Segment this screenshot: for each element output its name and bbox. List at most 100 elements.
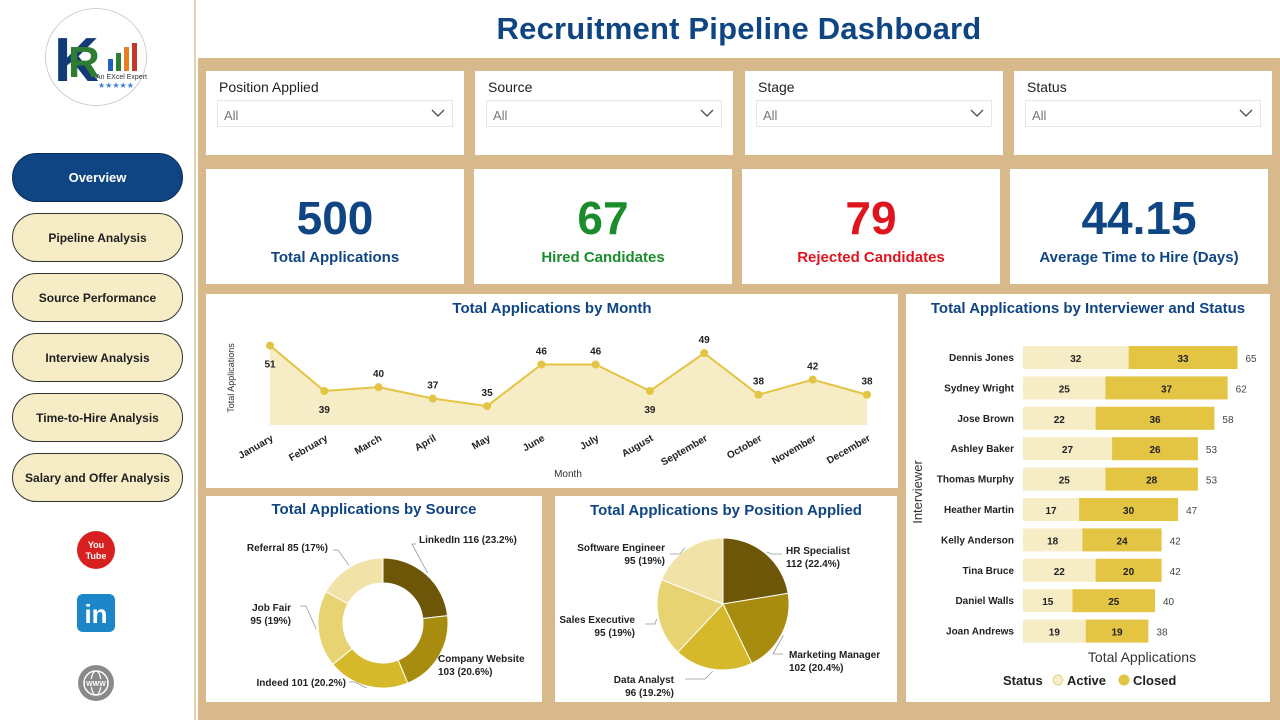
bar-total-label: 42 [1170, 536, 1182, 547]
bar-value-label: 37 [1161, 384, 1173, 395]
month-data-label: 42 [807, 362, 819, 373]
bar-value-label: 25 [1059, 384, 1071, 395]
nav-button-time-to-hire-analysis[interactable]: Time-to-Hire Analysis [12, 393, 183, 442]
interviewer-name: Tina Bruce [963, 566, 1015, 577]
source-label: Company Website 103 (20.6%) [438, 654, 525, 678]
month-tick-label: February [287, 433, 330, 464]
monthly-chart-panel: Total Applications by Month 51 January 39 F… [206, 294, 898, 488]
website-icon[interactable]: WWW [76, 663, 116, 703]
position-label: Sales Executive 95 (19%) [559, 615, 635, 639]
kpi-value: 44.15 [1081, 192, 1197, 244]
bar-closed [1079, 498, 1179, 521]
kpi-card: 67 Hired Candidates [474, 169, 732, 284]
kpi-label: Hired Candidates [541, 249, 665, 266]
source-leader [333, 549, 350, 566]
position-leader [670, 547, 686, 555]
bar-value-label: 15 [1042, 597, 1054, 608]
source-chart-title: Total Applications by Source [271, 501, 477, 518]
filter-dropdown[interactable]: All [486, 100, 722, 127]
bar-closed [1112, 437, 1198, 461]
month-data-label: 46 [536, 346, 548, 357]
filter-label: Status [1027, 79, 1067, 95]
interviewer-name: Heather Martin [944, 505, 1014, 516]
interviewer-name: Daniel Walls [955, 596, 1014, 607]
legend-marker-closed [1118, 674, 1130, 686]
chevron-down-icon [700, 109, 714, 117]
kpi-card: 79 Rejected Candidates [742, 169, 1000, 284]
month-tick-label: November [770, 433, 818, 467]
source-leader [349, 681, 367, 689]
position-leader [766, 551, 782, 555]
bar-total-label: 62 [1236, 384, 1248, 395]
nav-button-salary-and-offer-analysis[interactable]: Salary and Offer Analysis [12, 453, 183, 502]
month-point [483, 402, 492, 411]
svg-text:WWW: WWW [86, 681, 106, 688]
filter-dropdown[interactable]: All [217, 100, 453, 127]
interviewer-name: Joan Andrews [946, 627, 1014, 638]
kpi-label: Rejected Candidates [797, 249, 945, 266]
source-label: Indeed 101 (20.2%) [257, 678, 346, 689]
interviewer-name: Jose Brown [957, 414, 1014, 425]
svg-text:R: R [68, 38, 100, 87]
month-data-label: 39 [644, 405, 656, 416]
month-point [428, 394, 437, 403]
logo-text: An EXcel Expert [96, 74, 147, 81]
bar-value-label: 28 [1146, 476, 1158, 487]
source-chart-panel: Total Applications by Source LinkedIn 11… [206, 496, 542, 702]
filter-label: Source [488, 79, 533, 95]
interviewer-chart-panel: Total Applications by Interviewer and St… [906, 294, 1270, 702]
source-leader [435, 656, 441, 659]
nav-button-pipeline-analysis[interactable]: Pipeline Analysis [12, 213, 183, 262]
chevron-down-icon [1239, 109, 1253, 117]
svg-text:in: in [84, 599, 107, 629]
filter-dropdown[interactable]: All [756, 100, 992, 127]
bar-closed [1128, 346, 1238, 369]
page-title: Recruitment Pipeline Dashboard [496, 11, 982, 46]
bar-closed [1105, 467, 1198, 491]
sidebar: K R An EXcel Expert ★★★★★ Overview Pipeli… [0, 0, 196, 720]
filter-dropdown[interactable]: All [1025, 100, 1261, 127]
filter-status: Status All [1014, 71, 1272, 155]
month-tick-label: September [659, 433, 709, 468]
nav-button-interview-analysis[interactable]: Interview Analysis [12, 333, 183, 382]
bar-value-label: 18 [1047, 536, 1059, 547]
month-point [808, 375, 817, 384]
position-label: Data Analyst 96 (19.2%) [614, 675, 675, 699]
company-logo: K R An EXcel Expert ★★★★★ [45, 8, 147, 106]
svg-text:★★★★★: ★★★★★ [98, 81, 134, 90]
bar-value-label: 24 [1116, 536, 1128, 547]
position-label: Marketing Manager 102 (20.4%) [789, 650, 880, 674]
nav-button-source-performance[interactable]: Source Performance [12, 273, 183, 322]
position-slice [722, 537, 789, 605]
kpi-value: 79 [845, 192, 897, 244]
filter-source: Source All [475, 71, 733, 155]
bar-closed [1072, 589, 1155, 613]
month-line [269, 344, 868, 408]
bar-value-label: 22 [1054, 567, 1066, 578]
month-tick-label: April [413, 433, 438, 454]
bar-active [1023, 528, 1083, 552]
month-tick-label: June [521, 433, 547, 454]
source-chart: LinkedIn 116 (23.2%) Company Website 103 (… [247, 535, 525, 689]
bar-active [1023, 589, 1073, 613]
bar-value-label: 25 [1108, 597, 1120, 608]
kpi-value: 67 [577, 192, 629, 244]
header: Recruitment Pipeline Dashboard [198, 0, 1280, 58]
linkedin-icon[interactable]: in [76, 593, 116, 633]
svg-text:You: You [88, 540, 104, 550]
position-leader [645, 618, 658, 625]
position-leader [772, 635, 784, 655]
nav-button-overview[interactable]: Overview [12, 153, 183, 202]
month-tick-label: December [825, 433, 872, 467]
bar-total-label: 42 [1170, 567, 1182, 578]
month-data-label: 38 [753, 377, 765, 388]
month-data-label: 46 [590, 346, 602, 357]
youtube-icon[interactable]: You Tube [76, 530, 116, 570]
interviewer-y-axis-label: Interviewer [910, 460, 925, 524]
logo-graphic: K R An EXcel Expert ★★★★★ [54, 26, 147, 95]
month-tick-label: May [470, 433, 493, 452]
bar-active [1023, 558, 1096, 582]
bar-total-label: 65 [1246, 354, 1258, 365]
position-slice [660, 537, 724, 605]
position-label: Software Engineer 95 (19%) [577, 543, 665, 567]
